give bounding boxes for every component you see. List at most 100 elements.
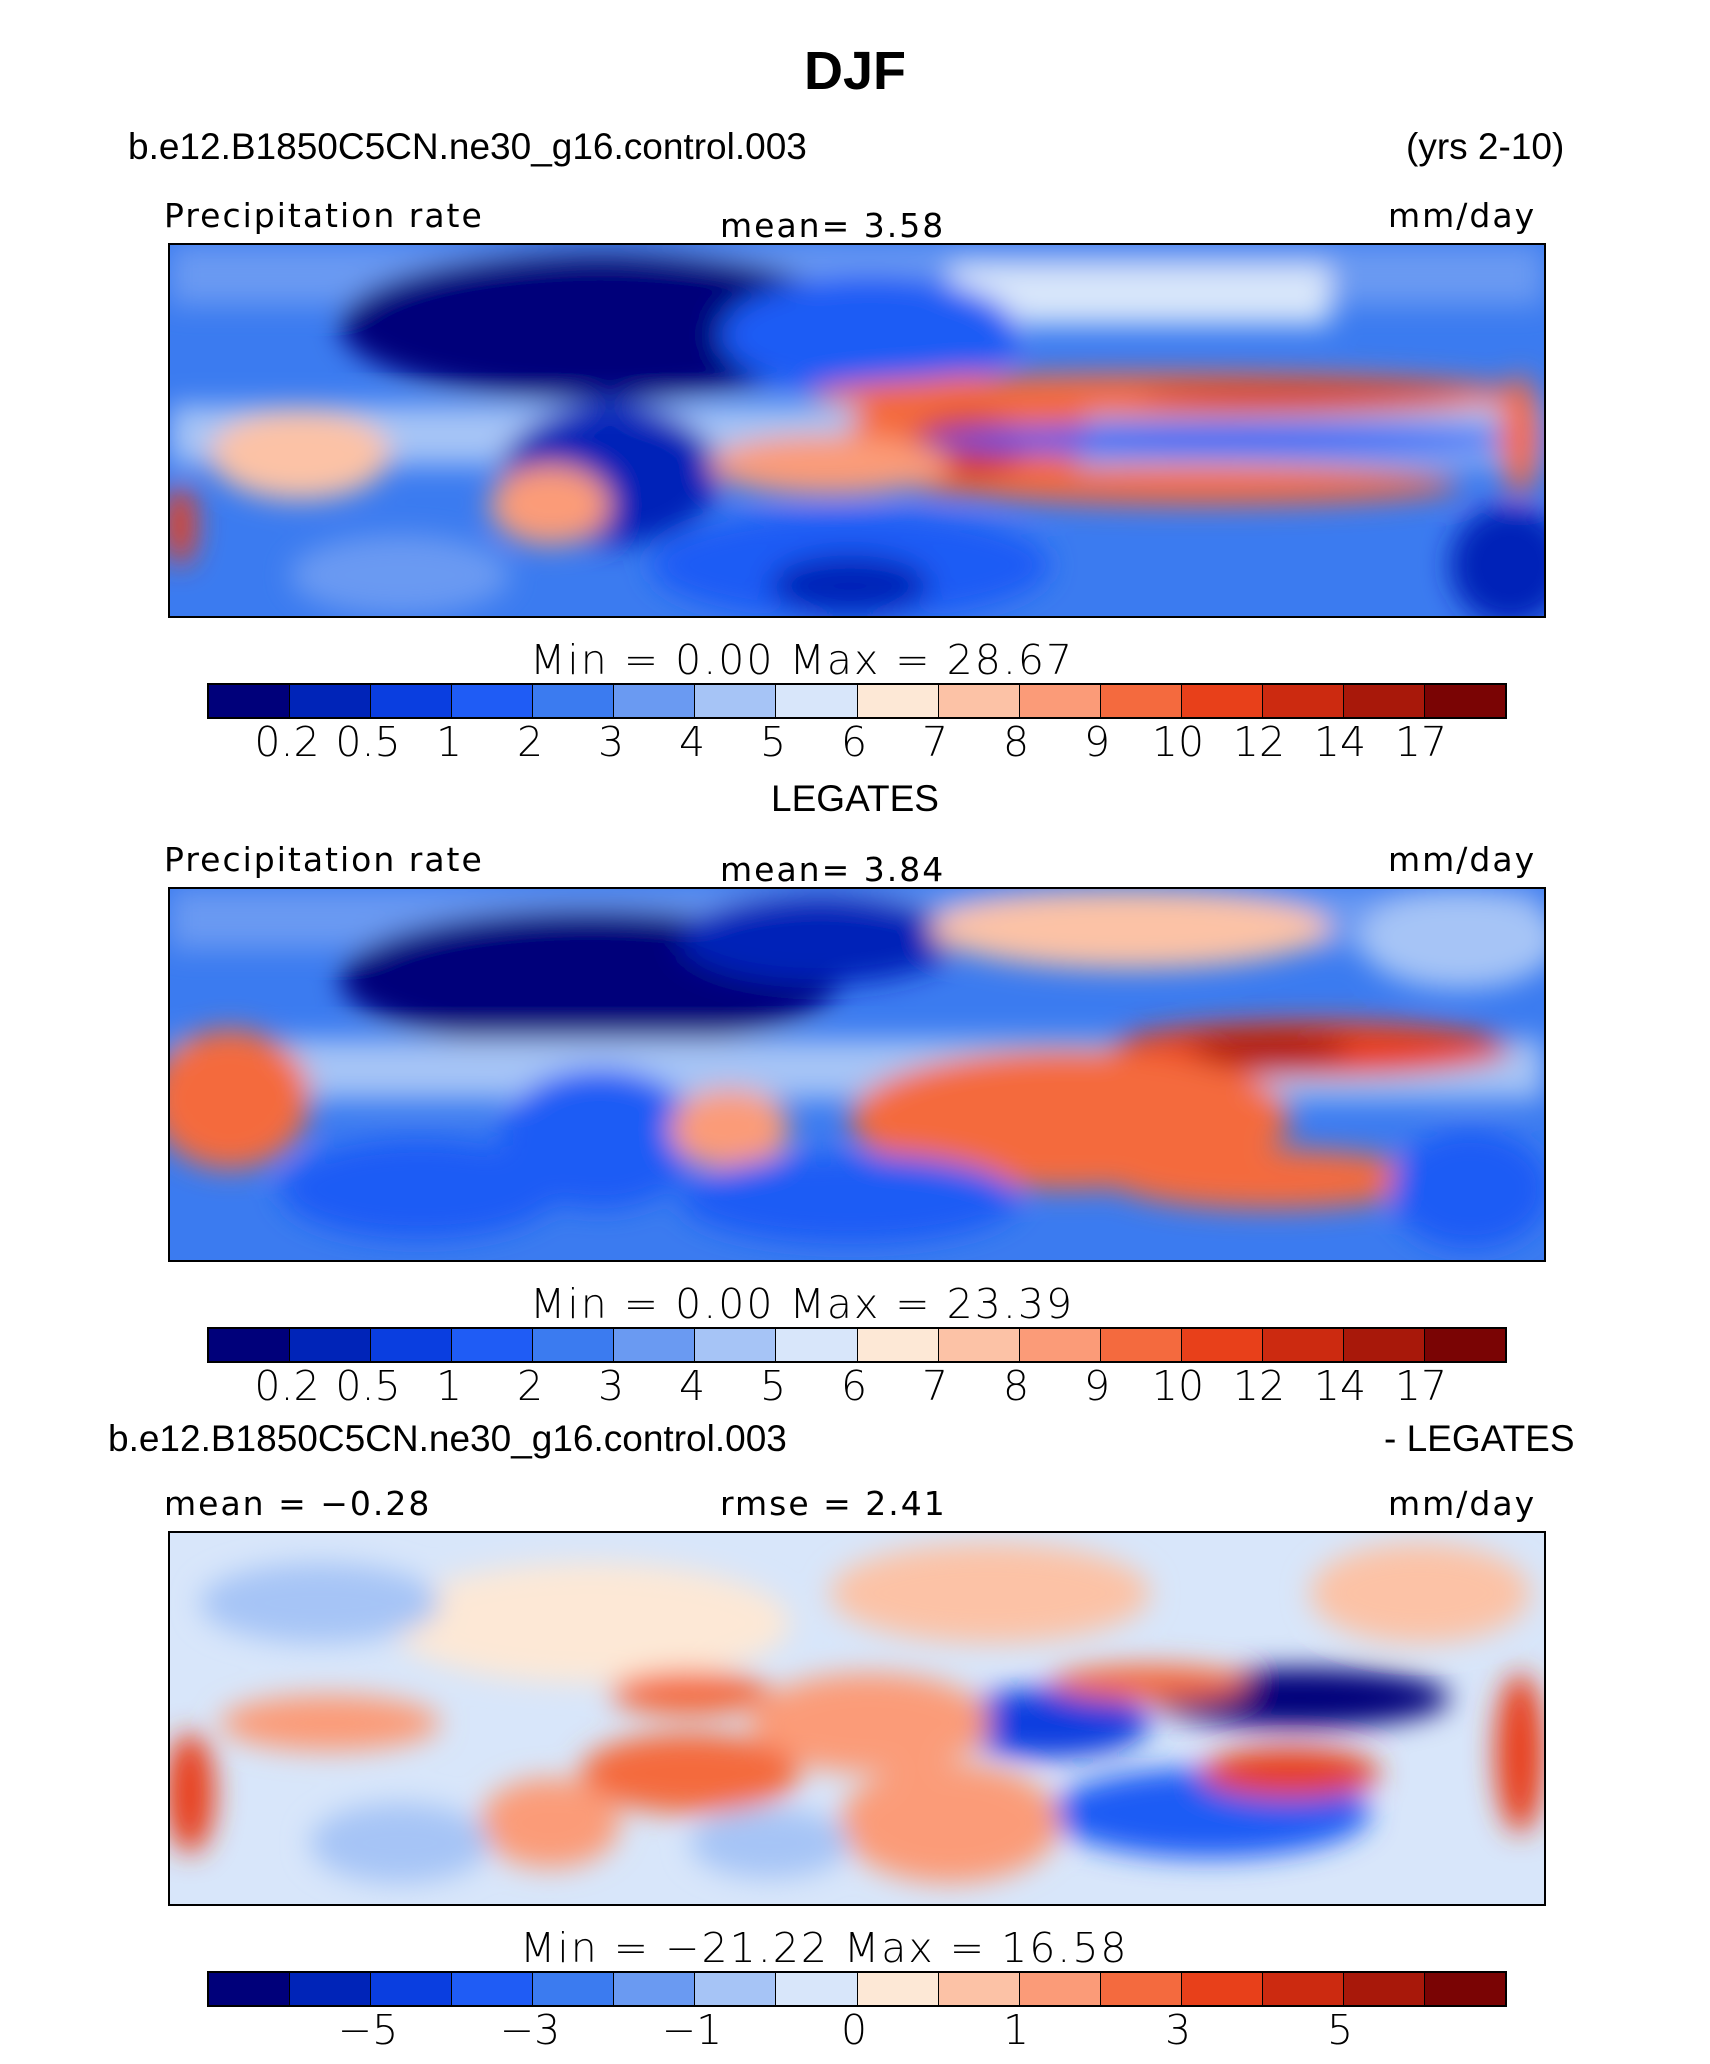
panel1-tick: 6 <box>840 718 868 766</box>
panel2-mean-label: mean= 3.84 <box>720 850 946 889</box>
colorbar-swatch <box>1262 685 1344 717</box>
colorbar-swatch <box>371 1329 453 1361</box>
panel3-difference-map <box>168 1531 1546 1906</box>
colorbar-swatch <box>1343 1973 1425 2005</box>
colorbar-swatch <box>209 1329 291 1361</box>
panel3-tick: 1 <box>1002 2006 1030 2054</box>
colorbar-swatch <box>938 1329 1020 1361</box>
panel2-minmax: Min = 0.00 Max = 23.39 <box>530 1280 1075 1328</box>
panel1-units-label: mm/day <box>1388 196 1537 235</box>
panel3-units-label: mm/day <box>1388 1484 1537 1523</box>
panel1-tick: 0.5 <box>335 718 401 766</box>
colorbar-swatch <box>614 685 696 717</box>
panel1-tick: 1 <box>435 718 463 766</box>
colorbar-swatch <box>776 1329 858 1361</box>
panel1-tick: 10 <box>1151 718 1205 766</box>
colorbar-swatch <box>452 1329 534 1361</box>
panel2-colorbar <box>207 1327 1507 1363</box>
colorbar-swatch <box>857 1329 939 1361</box>
panel1-colorbar <box>207 683 1507 719</box>
colorbar-swatch <box>1019 685 1101 717</box>
colorbar-swatch <box>209 685 291 717</box>
colorbar-swatch <box>1181 1329 1263 1361</box>
colorbar-swatch <box>1019 1973 1101 2005</box>
panel2-variable-label: Precipitation rate <box>164 840 484 879</box>
colorbar-swatch <box>1100 1329 1182 1361</box>
panel2-tick: 17 <box>1394 1362 1448 1410</box>
colorbar-swatch <box>857 1973 939 2005</box>
colorbar-swatch <box>695 1329 777 1361</box>
panel1-tick: 8 <box>1002 718 1030 766</box>
panel1-minmax: Min = 0.00 Max = 28.67 <box>530 636 1075 684</box>
panel1-tick: 5 <box>759 718 787 766</box>
colorbar-swatch <box>1424 1973 1505 2005</box>
colorbar-swatch <box>776 1973 858 2005</box>
panel3-title-left: b.e12.B1850C5CN.ne30_g16.control.003 <box>108 1418 787 1459</box>
colorbar-swatch <box>776 685 858 717</box>
panel3-tick: −3 <box>499 2006 561 2054</box>
panel2-obs-precip-map <box>168 887 1546 1262</box>
panel3-mean-label: mean = −0.28 <box>164 1484 432 1523</box>
colorbar-swatch <box>290 1329 372 1361</box>
panel1-tick: 12 <box>1232 718 1286 766</box>
panel1-tick: 3 <box>597 718 625 766</box>
panel3-title-right: - LEGATES <box>1384 1418 1575 1459</box>
colorbar-swatch <box>1100 1973 1182 2005</box>
colorbar-swatch <box>533 1973 615 2005</box>
colorbar-swatch <box>533 1329 615 1361</box>
colorbar-swatch <box>695 1973 777 2005</box>
panel2-tick: 12 <box>1232 1362 1286 1410</box>
colorbar-swatch <box>1181 685 1263 717</box>
colorbar-swatch <box>290 685 372 717</box>
panel2-tick: 14 <box>1313 1362 1367 1410</box>
panel3-tick: −5 <box>337 2006 399 2054</box>
panel3-colorbar <box>207 1971 1507 2007</box>
panel1-tick: 17 <box>1394 718 1448 766</box>
panel2-tick: 4 <box>678 1362 706 1410</box>
panel2-tick: 10 <box>1151 1362 1205 1410</box>
colorbar-swatch <box>857 685 939 717</box>
panel2-tick: 2 <box>516 1362 544 1410</box>
panel1-tick: 4 <box>678 718 706 766</box>
panel1-tick: 14 <box>1313 718 1367 766</box>
colorbar-swatch <box>1343 1329 1425 1361</box>
colorbar-swatch <box>452 1973 534 2005</box>
colorbar-swatch <box>1100 685 1182 717</box>
colorbar-swatch <box>1424 1329 1505 1361</box>
panel3-rmse-label: rmse = 2.41 <box>720 1484 947 1523</box>
colorbar-swatch <box>1262 1973 1344 2005</box>
colorbar-swatch <box>1019 1329 1101 1361</box>
colorbar-swatch <box>938 685 1020 717</box>
panel2-tick: 7 <box>921 1362 949 1410</box>
panel3-tick: 0 <box>840 2006 868 2054</box>
panel1-tick: 2 <box>516 718 544 766</box>
panel3-tick: −1 <box>661 2006 723 2054</box>
panel2-tick: 5 <box>759 1362 787 1410</box>
colorbar-swatch <box>452 685 534 717</box>
case-name-header: b.e12.B1850C5CN.ne30_g16.control.003 <box>128 126 807 167</box>
panel2-tick: 0.2 <box>254 1362 320 1410</box>
panel1-tick: 7 <box>921 718 949 766</box>
panel1-model-precip-map <box>168 243 1546 618</box>
panel1-tick: 0.2 <box>254 718 320 766</box>
panel2-tick: 6 <box>840 1362 868 1410</box>
figure-title: DJF <box>803 41 906 101</box>
colorbar-swatch <box>290 1973 372 2005</box>
colorbar-swatch <box>614 1329 696 1361</box>
colorbar-swatch <box>209 1973 291 2005</box>
colorbar-swatch <box>1181 1973 1263 2005</box>
colorbar-swatch <box>371 685 453 717</box>
panel2-tick: 1 <box>435 1362 463 1410</box>
colorbar-swatch <box>1343 685 1425 717</box>
panel2-tick: 8 <box>1002 1362 1030 1410</box>
panel3-tick: 5 <box>1326 2006 1354 2054</box>
panel2-title: LEGATES <box>771 778 939 819</box>
colorbar-swatch <box>614 1973 696 2005</box>
panel2-tick: 3 <box>597 1362 625 1410</box>
colorbar-swatch <box>1262 1329 1344 1361</box>
panel3-minmax: Min = −21.22 Max = 16.58 <box>520 1924 1129 1972</box>
panel1-tick: 9 <box>1083 718 1111 766</box>
colorbar-swatch <box>695 685 777 717</box>
panel2-tick: 0.5 <box>335 1362 401 1410</box>
panel1-variable-label: Precipitation rate <box>164 196 484 235</box>
